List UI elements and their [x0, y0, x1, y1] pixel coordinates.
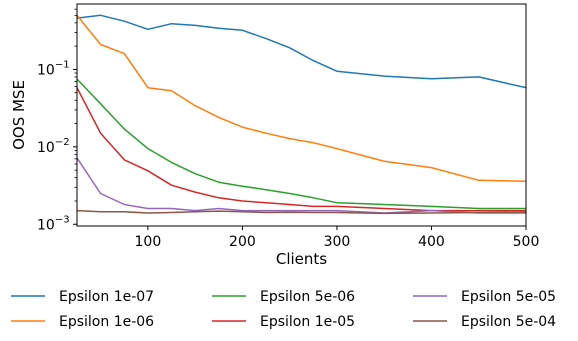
- legend-item: Epsilon 5e-06: [212, 289, 355, 305]
- series-layer: [77, 14, 526, 215]
- y-tick-label: 10−3: [37, 214, 70, 233]
- x-axis: 100 200 300 400 500: [135, 226, 540, 250]
- legend-label: Epsilon 5e-05: [461, 289, 556, 305]
- x-axis-label: Clients: [276, 250, 327, 268]
- y-axis-label: OOS MSE: [10, 80, 28, 150]
- y-axis: 10−1 10−2 10−3: [37, 8, 77, 233]
- legend-label: Epsilon 5e-06: [260, 289, 355, 305]
- legend-item: Epsilon 5e-05: [413, 289, 556, 305]
- legend-item: Epsilon 1e-07: [11, 289, 154, 305]
- legend-item: Epsilon 1e-05: [212, 314, 355, 330]
- series-line-3: [77, 78, 526, 210]
- x-tick-label: 500: [513, 234, 540, 250]
- series-line-5: [77, 157, 526, 214]
- series-line-4: [77, 87, 526, 212]
- series-line-1: [77, 14, 526, 89]
- legend-item: Epsilon 5e-04: [413, 314, 556, 330]
- plot-frame: [76, 3, 527, 227]
- legend: Epsilon 1e-07 Epsilon 1e-06 Epsilon 5e-06 E…: [11, 289, 556, 330]
- x-tick-label: 300: [324, 234, 351, 250]
- x-tick-label: 200: [229, 234, 256, 250]
- legend-label: Epsilon 1e-06: [59, 314, 154, 330]
- series-line-2: [77, 14, 526, 182]
- series-line-6: [77, 209, 526, 215]
- legend-label: Epsilon 1e-07: [59, 289, 154, 305]
- legend-label: Epsilon 1e-05: [260, 314, 355, 330]
- legend-label: Epsilon 5e-04: [461, 314, 556, 330]
- x-tick-label: 100: [135, 234, 162, 250]
- y-tick-label: 10−1: [37, 59, 70, 78]
- legend-item: Epsilon 1e-06: [11, 314, 154, 330]
- x-tick-label: 400: [418, 234, 445, 250]
- y-tick-label: 10−2: [37, 137, 70, 156]
